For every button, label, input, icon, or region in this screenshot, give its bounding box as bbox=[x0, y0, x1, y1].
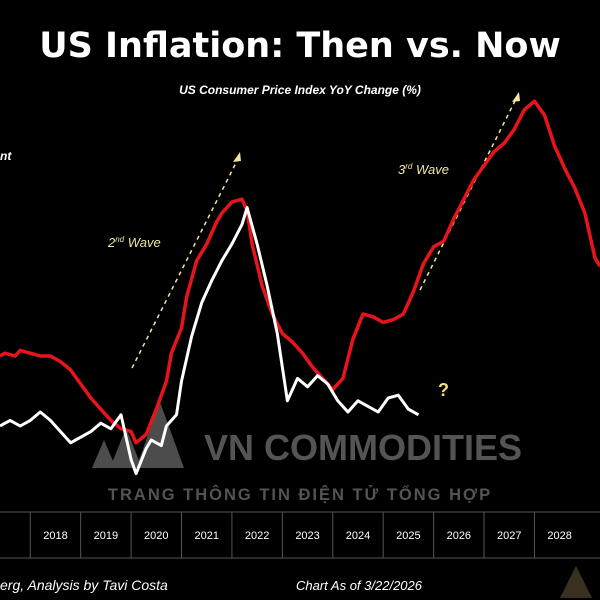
x-tick-label-2018: 2018 bbox=[43, 530, 67, 542]
x-tick-label-2023: 2023 bbox=[295, 530, 319, 542]
x-tick-label-2020: 2020 bbox=[144, 530, 168, 542]
now-series-line bbox=[0, 206, 420, 476]
wave2-label: 2nd Wave bbox=[107, 235, 161, 250]
watermark-tagline: TRANG THÔNG TIN ĐIỆN TỬ TỔNG HỢP bbox=[108, 485, 492, 504]
chart-subtitle: US Consumer Price Index YoY Change (%) bbox=[179, 83, 421, 97]
x-tick-label-2028: 2028 bbox=[547, 530, 571, 542]
watermark-logo-icon bbox=[92, 402, 184, 468]
question-mark: ? bbox=[438, 380, 449, 400]
corner-logo-icon bbox=[560, 566, 592, 598]
wave2-arrow bbox=[131, 154, 241, 369]
legend-fragment: nt bbox=[0, 149, 12, 163]
x-tick-label-2027: 2027 bbox=[497, 530, 521, 542]
x-tick-label-2019: 2019 bbox=[94, 530, 118, 542]
x-tick-label-2025: 2025 bbox=[396, 530, 420, 542]
then-series-line bbox=[0, 99, 600, 445]
wave3-arrowhead bbox=[512, 92, 520, 102]
x-tick-label-2024: 2024 bbox=[346, 530, 370, 542]
x-tick-label-2022: 2022 bbox=[245, 530, 269, 542]
wave3-suffix: rd bbox=[405, 162, 413, 171]
x-axis: 2018 2019 2020 2021 2022 2023 2024 2025 2026 2027… bbox=[0, 511, 600, 559]
wave3-label: 3rd Wave bbox=[398, 162, 449, 177]
x-tick-label-2026: 2026 bbox=[447, 530, 471, 542]
watermark-brand: VN COMMODITIES bbox=[204, 427, 522, 468]
chart-title: US Inflation: Then vs. Now bbox=[39, 26, 561, 66]
x-tick-label-2021: 2021 bbox=[194, 530, 218, 542]
footer-source: erg, Analysis by Tavi Costa bbox=[0, 577, 168, 593]
wave2-arrowhead bbox=[233, 152, 241, 162]
footer-asof: Chart As of 3/22/2026 bbox=[296, 578, 423, 593]
watermark: VN COMMODITIES TRANG THÔNG TIN ĐIỆN TỬ T… bbox=[92, 402, 522, 504]
wave2-suffix: nd bbox=[115, 235, 124, 244]
